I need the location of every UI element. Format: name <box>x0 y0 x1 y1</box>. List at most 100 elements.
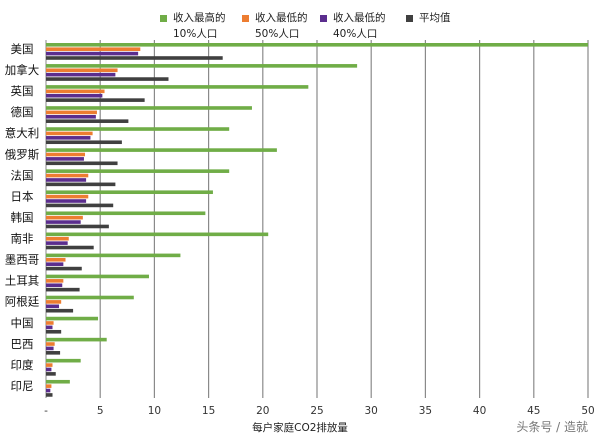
bar <box>46 173 89 178</box>
x-tick-label: 5 <box>97 405 104 417</box>
bar <box>46 85 309 89</box>
x-tick-label: 45 <box>527 405 540 417</box>
bar <box>46 393 53 397</box>
x-tick-label: 30 <box>365 405 378 417</box>
category-label: 日本 <box>11 189 34 203</box>
bar <box>46 321 54 325</box>
bar <box>46 178 87 182</box>
bar <box>46 114 96 119</box>
category-label: 意大利 <box>5 126 40 140</box>
bar <box>46 136 91 140</box>
bar <box>46 43 588 47</box>
bar <box>46 346 54 351</box>
bar <box>46 140 122 145</box>
bar <box>46 98 145 102</box>
x-tick-label: 40 <box>473 405 486 417</box>
x-tick-label: 25 <box>310 405 323 417</box>
bar <box>46 161 118 166</box>
bar <box>46 379 70 384</box>
legend-label: 收入最高的 10%人口 <box>173 12 226 40</box>
category-label: 加拿大 <box>5 63 40 77</box>
bar <box>46 245 94 250</box>
bar <box>46 283 63 288</box>
bar <box>46 262 64 266</box>
legend-label: 收入最低的 40%人口 <box>333 12 386 40</box>
bar <box>46 119 129 123</box>
x-tick-label: - <box>44 405 48 417</box>
bar <box>46 169 230 173</box>
bar <box>46 358 81 363</box>
bar <box>46 384 52 388</box>
category-label: 阿根廷 <box>5 295 40 309</box>
legend-item: 收入最低的 50%人口 <box>242 10 308 42</box>
bar <box>46 152 86 157</box>
bar <box>46 295 134 300</box>
bar <box>46 220 81 224</box>
bar <box>46 367 52 372</box>
category-label: 中国 <box>11 316 34 330</box>
bar <box>46 372 56 376</box>
bar <box>46 232 269 237</box>
category-label: 巴西 <box>11 337 34 351</box>
category-label: 美国 <box>11 42 34 56</box>
bar <box>46 266 82 271</box>
bar <box>46 110 97 115</box>
category-label: 英国 <box>11 84 34 98</box>
bar <box>46 56 223 60</box>
bar <box>46 304 60 309</box>
bar <box>46 93 103 98</box>
bar <box>46 342 55 346</box>
bar <box>46 89 105 94</box>
x-tick-label: 50 <box>581 405 594 417</box>
legend-item: 平均值 <box>406 10 451 26</box>
watermark-text: 头条号 / 造就 <box>516 420 588 434</box>
legend-item: 收入最高的 10%人口 <box>160 10 226 42</box>
x-tick-label: 20 <box>256 405 269 417</box>
bar <box>46 337 107 342</box>
bar <box>46 257 66 262</box>
legend-label: 收入最低的 50%人口 <box>255 12 308 40</box>
legend-swatch <box>320 15 327 22</box>
category-label: 俄罗斯 <box>5 147 40 161</box>
bar <box>46 194 89 199</box>
bar <box>46 363 53 367</box>
legend: 收入最高的 10%人口 收入最低的 50%人口 收入最低的 40%人口 平均值 <box>160 10 490 46</box>
bar <box>46 279 64 283</box>
bar <box>46 274 149 279</box>
bar <box>46 215 83 220</box>
bar <box>46 131 93 136</box>
legend-swatch <box>160 15 167 22</box>
bar <box>46 241 68 245</box>
bar <box>46 182 116 187</box>
bar <box>46 77 169 81</box>
category-label: 韩国 <box>11 210 34 224</box>
bar <box>46 351 61 355</box>
x-tick-label: 10 <box>148 405 161 417</box>
legend-item: 收入最低的 40%人口 <box>320 10 386 42</box>
legend-swatch <box>406 15 413 22</box>
bar <box>46 224 109 229</box>
bar <box>46 236 69 241</box>
bar <box>46 316 99 321</box>
legend-label: 平均值 <box>419 12 451 24</box>
category-label: 墨西哥 <box>5 253 40 267</box>
bar <box>46 253 181 258</box>
x-tick-label: 35 <box>419 405 432 417</box>
bar <box>46 51 139 56</box>
category-label: 印度 <box>11 358 34 372</box>
category-label: 印尼 <box>11 379 34 393</box>
bar <box>46 325 53 330</box>
category-label: 土耳其 <box>5 274 40 288</box>
bar <box>46 300 62 304</box>
bar <box>46 190 213 195</box>
bar <box>46 308 74 313</box>
bar <box>46 64 358 68</box>
bar <box>46 68 118 73</box>
category-label: 德国 <box>11 105 34 119</box>
x-axis-title: 每户家庭CO2排放量 <box>252 421 348 434</box>
bar <box>46 203 114 208</box>
bar <box>46 72 116 77</box>
bar <box>46 157 84 161</box>
legend-swatch <box>242 15 249 22</box>
